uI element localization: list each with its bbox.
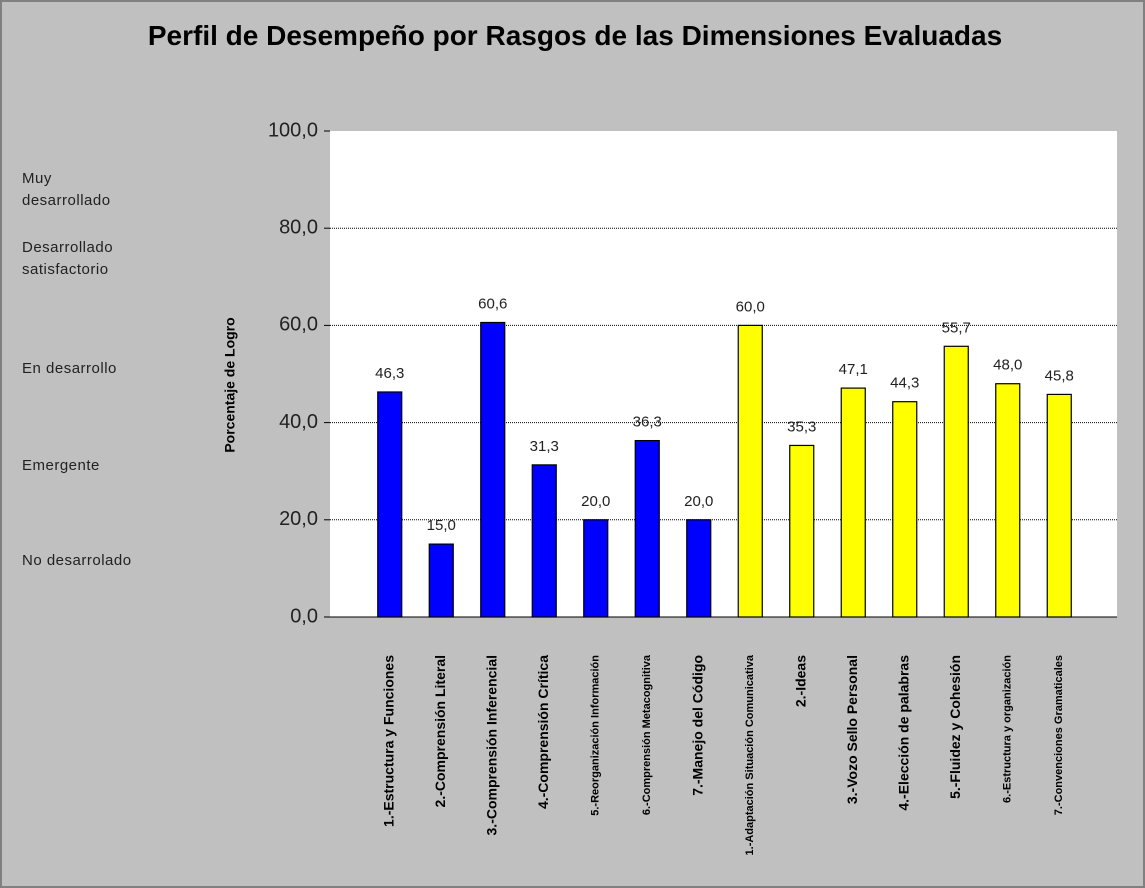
y-tick-label: 60,0	[279, 314, 318, 336]
bar	[686, 519, 712, 618]
y-tick-label: 40,0	[279, 411, 318, 433]
x-tick-label: 1.-Estructura y Funciones	[380, 655, 396, 827]
value-label: 45,8	[1045, 367, 1074, 384]
bar	[531, 464, 557, 618]
value-label: 20,0	[684, 493, 713, 510]
bar	[1046, 393, 1072, 618]
bar	[634, 439, 660, 618]
x-tick-label: 3.-Comprensión Inferencial	[483, 655, 499, 835]
y-tick-label: 0,0	[290, 605, 318, 627]
chart-title: Perfil de Desempeño por Rasgos de las Di…	[147, 20, 1003, 51]
plot-area	[330, 131, 1117, 617]
value-label: 31,3	[530, 438, 559, 455]
y-tick-label: 80,0	[279, 216, 318, 238]
x-tick-label: 6.-Estructura y organización	[1002, 655, 1014, 803]
bar	[789, 444, 815, 618]
bar	[377, 391, 403, 618]
value-label: 60,0	[736, 298, 765, 315]
x-tick-label: 4.-Elección de palabras	[895, 655, 911, 811]
x-tick-label: 3.-Vozo Sello Personal	[844, 655, 860, 804]
value-label: 60,6	[478, 295, 507, 312]
bar	[583, 519, 609, 618]
value-label: 15,0	[427, 517, 456, 534]
level-label: No desarrolado	[22, 552, 132, 569]
value-label: 35,3	[787, 418, 816, 435]
y-tick-label: 100,0	[268, 119, 318, 141]
value-label: 46,3	[375, 365, 404, 382]
level-label: Muy desarrollado	[22, 170, 111, 209]
y-tick-label: 20,0	[279, 508, 318, 530]
x-tick-label: 7.-Manejo del Código	[689, 655, 705, 796]
x-tick-label: 5.-Fluidez y Cohesión	[947, 655, 963, 799]
level-label: Desarrollado satisfactorio	[22, 239, 114, 278]
bar	[428, 543, 454, 618]
value-label: 47,1	[839, 361, 868, 378]
level-label: En desarrollo	[22, 360, 117, 377]
bar	[737, 324, 763, 618]
x-tick-label: 5.-Reorganización Información	[590, 655, 602, 816]
value-label: 55,7	[942, 319, 971, 336]
value-label: 20,0	[581, 493, 610, 510]
value-label: 44,3	[890, 375, 919, 392]
bar	[995, 383, 1021, 618]
value-label: 36,3	[633, 414, 662, 431]
x-tick-label: 6.-Comprensión Metacognitiva	[641, 654, 653, 815]
x-tick-label: 7.-Convenciones Gramaticales	[1053, 655, 1065, 815]
y-axis-label: Porcentaje de Logro	[222, 317, 238, 452]
value-label: 48,0	[993, 357, 1022, 374]
level-label: Emergente	[22, 457, 100, 474]
x-tick-label: 2.-Comprensión Literal	[432, 655, 448, 807]
x-tick-label: 4.-Comprensión Crítica	[535, 655, 551, 809]
bar	[480, 321, 506, 618]
bar	[892, 401, 918, 618]
x-tick-label: 2.-Ideas	[792, 655, 808, 707]
x-tick-label: 1.-Adaptación Situación Comunicativa	[744, 654, 756, 855]
bar	[943, 345, 969, 618]
bar	[840, 387, 866, 618]
